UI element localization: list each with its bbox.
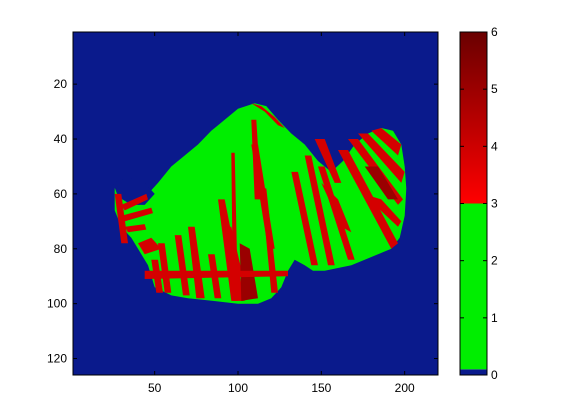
streak-26	[358, 133, 405, 183]
streak-23	[321, 182, 352, 233]
colorbar-axis: 0 1 2 3 4 5 6	[460, 25, 498, 382]
colorbar-tick-label: 5	[491, 82, 498, 96]
streak-10	[158, 243, 172, 293]
x-tick-label: 200	[395, 381, 415, 395]
streak-17	[124, 224, 147, 233]
streak-13	[138, 237, 162, 255]
heatmap-image	[113, 103, 407, 304]
streak-6	[224, 226, 243, 277]
streak-27	[371, 128, 402, 156]
colorbar-tick-label: 1	[491, 311, 498, 325]
streak-0	[251, 103, 285, 128]
heatmap-axes: 50 100 150 200 20 40 60 80 100 120	[47, 31, 439, 395]
streak-15	[121, 193, 148, 211]
x-tick-label: 50	[148, 381, 162, 395]
y-tick-label: 40	[54, 132, 68, 146]
x-tick-label: 100	[228, 381, 248, 395]
streak-4	[261, 188, 278, 293]
colorbar-tick-label: 3	[491, 197, 498, 211]
plot-frame	[72, 31, 439, 376]
region-blob	[114, 103, 407, 304]
colorbar-gradient	[460, 32, 487, 204]
y-axis: 20 40 60 80 100 120	[47, 77, 438, 366]
streak-29	[363, 193, 402, 227]
colorbar: 0 1 2 3 4 5 6	[459, 25, 498, 382]
streak-16	[121, 207, 153, 222]
streak-28	[364, 166, 398, 200]
y-tick-label: 60	[54, 187, 68, 201]
streak-20	[304, 155, 335, 266]
y-tick-label: 120	[47, 352, 67, 366]
colorbar-tick-label: 4	[491, 139, 498, 153]
streak-14	[114, 193, 128, 244]
x-tick-label: 150	[311, 381, 331, 395]
streak-18	[144, 270, 288, 279]
y-tick-label: 20	[54, 77, 68, 91]
streak-9	[174, 235, 190, 296]
streak-8	[188, 226, 205, 299]
y-tick-label: 80	[54, 242, 68, 256]
colorbar-tick-label: 6	[491, 25, 498, 39]
colorbar-image	[460, 32, 487, 375]
colorbar-tick-label: 2	[491, 254, 498, 268]
streak-19	[291, 171, 318, 266]
x-axis: 50 100 150 200	[148, 32, 415, 395]
streak-22	[314, 139, 342, 183]
colorbar-band	[460, 203, 487, 370]
y-tick-label: 100	[47, 297, 67, 311]
colorbar-tick-label: 0	[491, 368, 498, 382]
streak-24	[338, 150, 398, 249]
colorbar-band	[460, 369, 487, 375]
